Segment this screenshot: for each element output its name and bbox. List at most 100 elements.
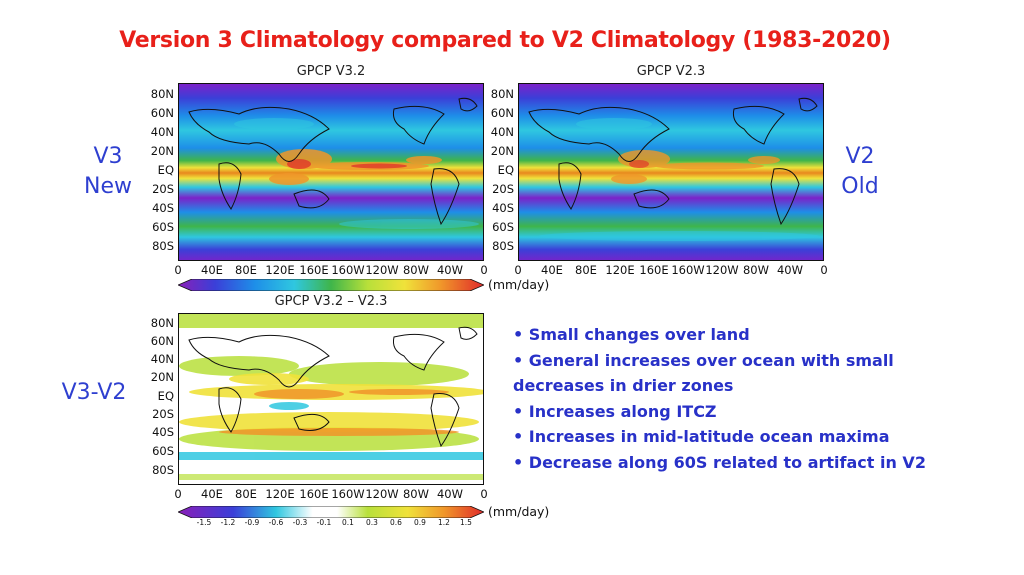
lat-tick: 60S [152,444,174,458]
v3-climatology-map [178,83,484,261]
difference-map-graphic [179,314,483,484]
lon-tick: 80E [235,263,257,277]
v3-latitude-axis: 80N 60N 40N 20N EQ 20S 40S 60S 80S [142,83,176,261]
lon-tick: 0 [174,487,182,501]
lon-tick: 160E [639,263,669,277]
lon-tick: 120E [265,487,295,501]
lon-tick: 40E [541,263,563,277]
lat-tick: EQ [157,389,174,403]
v3-minus-v2-difference-map [178,313,484,485]
lon-tick: 120E [265,263,295,277]
lon-tick: 160W [671,263,705,277]
diff-panel-title: GPCP V3.2 – V2.3 [274,294,388,309]
lat-tick: 20N [490,144,514,158]
lon-tick: 80E [575,263,597,277]
difference-colorbar [178,506,484,518]
lat-tick: 80S [492,239,514,253]
lon-tick: 0 [480,263,488,277]
colorbar-tick: 0.6 [390,518,402,527]
lat-tick: 80N [490,87,514,101]
v2-longitude-axis: 0 40E 80E 120E 160E 160W 120W 80W 40W 0 [514,263,827,279]
lat-tick: 40N [150,125,174,139]
findings-list: • Small changes over land • General incr… [513,322,933,475]
lat-tick: 60S [492,220,514,234]
lon-tick: 160W [331,263,365,277]
climatology-colorbar [178,279,484,291]
lat-tick: 40N [150,352,174,366]
finding-item: • Small changes over land [513,325,750,344]
lon-tick: 120W [705,263,739,277]
lon-tick: 160E [299,263,329,277]
lat-tick: 60N [150,334,174,348]
v2-latitude-axis: 80N 60N 40N 20N EQ 20S 40S 60S 80S [482,83,516,261]
colorbar-tick: 0.1 [342,518,354,527]
v3-longitude-axis: 0 40E 80E 120E 160E 160W 120W 80W 40W 0 [174,263,487,279]
climatology-unit-label: (mm/day) [488,277,550,292]
lat-tick: 40N [490,125,514,139]
lon-tick: 0 [174,263,182,277]
v2-label-line1: V2 [845,144,875,169]
lon-tick: 40W [436,487,463,501]
lon-tick: 40W [776,263,803,277]
lat-tick: 80N [150,316,174,330]
lat-tick: 40S [152,201,174,215]
slide-title: Version 3 Climatology compared to V2 Cli… [119,28,891,53]
diff-longitude-axis: 0 40E 80E 120E 160E 160W 120W 80W 40W 0 [174,487,487,503]
lat-tick: 80S [152,463,174,477]
lon-tick: 80E [235,487,257,501]
v2-label-line2: Old [841,174,879,199]
v2-climatology-map [518,83,824,261]
colorbar-tick: -1.5 [196,518,212,527]
lat-tick: EQ [157,163,174,177]
lon-tick: 120E [605,263,635,277]
lat-tick: 40S [492,201,514,215]
lon-tick: 0 [480,487,488,501]
difference-colorbar-ticks: -1.5 -1.2 -0.9 -0.6 -0.3 -0.1 0.1 0.3 0.… [196,518,472,530]
lat-tick: 80S [152,239,174,253]
lon-tick: 40W [436,263,463,277]
lat-tick: 20S [152,407,174,421]
colorbar-tick: 1.2 [438,518,450,527]
lon-tick: 160W [331,487,365,501]
lon-tick: 40E [201,487,223,501]
v3-label-line1: V3 [93,144,123,169]
v3-v2-label: V3-V2 [61,380,127,405]
colorbar-tick: -0.1 [316,518,332,527]
colorbar-tick: -0.3 [292,518,308,527]
lat-tick: 20N [150,370,174,384]
lon-tick: 80W [742,263,769,277]
colorbar-tick: -0.9 [244,518,260,527]
v3-map-graphic [179,84,483,260]
lon-tick: 40E [201,263,223,277]
difference-unit-label: (mm/day) [488,504,550,519]
v2-map-graphic [519,84,823,260]
lon-tick: 120W [365,487,399,501]
lat-tick: 20S [492,182,514,196]
finding-item: • Increases in mid-latitude ocean maxima [513,427,890,446]
lon-tick: 80W [402,263,429,277]
v3-panel-title: GPCP V3.2 [296,64,366,79]
lon-tick: 160E [299,487,329,501]
lat-tick: EQ [497,163,514,177]
colorbar-tick: 1.5 [460,518,472,527]
v3-label-line2: New [84,174,132,199]
lat-tick: 60S [152,220,174,234]
lat-tick: 60N [150,106,174,120]
colorbar-tick: 0.9 [414,518,426,527]
lat-tick: 60N [490,106,514,120]
lon-tick: 80W [402,487,429,501]
lon-tick: 0 [514,263,522,277]
colorbar-tick: -0.6 [268,518,284,527]
v3-new-label: V3 New [78,142,138,202]
lat-tick: 40S [152,425,174,439]
lat-tick: 20N [150,144,174,158]
finding-item: • Increases along ITCZ [513,401,717,421]
lon-tick: 0 [820,263,828,277]
v2-panel-title: GPCP V2.3 [636,64,706,79]
finding-item: • General increases over ocean with smal… [513,350,894,396]
colorbar-tick: 0.3 [366,518,378,527]
lon-tick: 120W [365,263,399,277]
v2-old-label: V2 Old [830,142,890,202]
finding-item: • Decrease along 60S related to artifact… [513,452,926,472]
diff-latitude-axis: 80N 60N 40N 20N EQ 20S 40S 60S 80S [142,313,176,485]
